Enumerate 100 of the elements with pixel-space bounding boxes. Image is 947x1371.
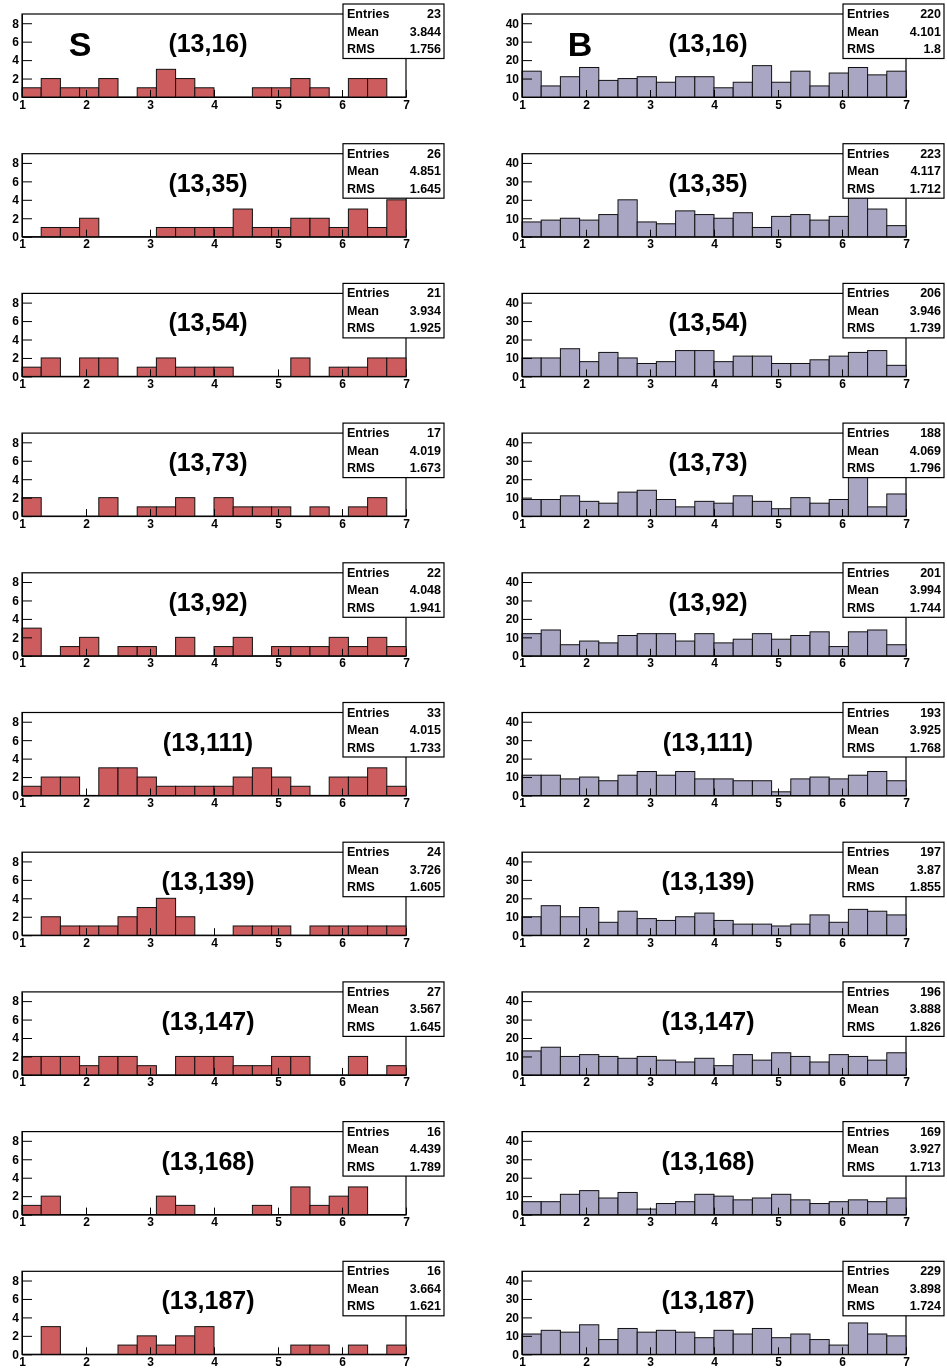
x-tick-label: 3	[147, 935, 155, 950]
text: Entries 201	[847, 565, 941, 580]
x-tick-label: 6	[339, 237, 347, 252]
text: Mean 4.101	[847, 24, 941, 39]
y-tick-label: 2	[12, 71, 20, 86]
x-tick-label: 5	[775, 237, 783, 252]
text: (13,111)	[162, 727, 254, 756]
x-tick-label: 1	[19, 376, 27, 391]
text: Mean 3.925	[847, 723, 941, 737]
x-tick-label: 3	[647, 97, 655, 112]
x-tick-label: 3	[647, 516, 655, 531]
y-tick-label: 6	[12, 873, 20, 888]
text: Mean 3.934	[347, 303, 441, 318]
x-tick-label: 2	[83, 1075, 91, 1090]
text: Mean 4.851	[347, 164, 441, 179]
y-tick-label: 40	[505, 854, 520, 869]
x-tick-label: 7	[403, 1075, 411, 1090]
x-tick-label: 5	[275, 1354, 283, 1369]
x-tick-label: 2	[83, 97, 91, 112]
x-tick-label: 7	[903, 237, 911, 252]
x-tick-label: 6	[839, 656, 847, 671]
x-tick-label: 4	[711, 237, 719, 252]
y-tick-label: 6	[12, 454, 20, 469]
text: Entries 223	[847, 146, 941, 161]
y-tick-label: 2	[12, 630, 20, 645]
y-tick-label: 20	[505, 193, 520, 208]
x-tick-label: 4	[711, 656, 719, 671]
text: Entries 206	[847, 286, 941, 301]
x-tick-label: 1	[19, 237, 27, 252]
x-tick-label: 5	[275, 516, 283, 531]
x-tick-label: 3	[647, 1354, 655, 1369]
y-tick-label: 8	[12, 295, 20, 310]
x-tick-label: 6	[839, 237, 847, 252]
y-tick-label: 30	[505, 314, 520, 329]
x-tick-label: 3	[147, 796, 155, 811]
text: RMS 1.925	[347, 321, 441, 336]
x-tick-label: 1	[19, 656, 27, 671]
x-tick-label: 5	[275, 237, 283, 252]
y-tick-label: 40	[505, 994, 520, 1009]
y-tick-label: 2	[12, 1049, 20, 1064]
y-tick-label: 8	[12, 994, 20, 1009]
x-tick-label: 6	[839, 935, 847, 950]
x-tick-label: 4	[711, 1215, 719, 1230]
text: RMS 1.645	[347, 1019, 441, 1034]
x-tick-label: 5	[775, 516, 783, 531]
x-tick-label: 3	[647, 376, 655, 391]
text: (13,92)	[668, 587, 748, 616]
y-tick-label: 2	[12, 351, 20, 366]
text: (13,147)	[661, 1006, 755, 1035]
text: Entries 17	[347, 426, 441, 441]
x-tick-label: 3	[147, 656, 155, 671]
x-tick-label: 2	[83, 1354, 91, 1369]
text: Entries 193	[847, 705, 941, 720]
y-tick-label: 40	[505, 295, 520, 310]
text: Mean 3.567	[347, 1002, 441, 1017]
text: Entries 220	[847, 7, 941, 21]
y-tick-label: 30	[505, 1012, 520, 1027]
x-tick-label: 7	[403, 237, 411, 252]
y-tick-label: 8	[12, 715, 20, 730]
x-tick-label: 4	[211, 516, 219, 531]
x-tick-label: 1	[19, 935, 27, 950]
x-tick-label: 5	[275, 97, 283, 112]
text: Entries 22	[347, 565, 441, 580]
x-tick-label: 6	[839, 516, 847, 531]
x-tick-label: 5	[275, 376, 283, 391]
x-tick-label: 5	[275, 796, 283, 811]
x-tick-label: 1	[519, 1075, 527, 1090]
y-tick-label: 2	[12, 1329, 20, 1344]
y-tick-label: 6	[12, 174, 20, 189]
text: RMS 1.645	[347, 181, 441, 196]
x-tick-label: 2	[583, 1215, 591, 1230]
x-tick-label: 7	[403, 516, 411, 531]
x-tick-label: 7	[403, 1354, 411, 1369]
x-tick-label: 3	[147, 1215, 155, 1230]
text: Entries 196	[847, 984, 941, 999]
x-tick-label: 4	[211, 376, 219, 391]
x-tick-label: 7	[903, 97, 911, 112]
x-tick-label: 6	[839, 796, 847, 811]
y-tick-label: 10	[505, 910, 520, 925]
x-tick-label: 6	[339, 97, 347, 112]
x-tick-label: 6	[339, 935, 347, 950]
y-tick-label: 4	[12, 53, 20, 68]
text: Mean 3.994	[847, 583, 941, 598]
x-tick-label: 5	[775, 796, 783, 811]
text: (13,168)	[161, 1146, 255, 1175]
text: (13,16)	[668, 29, 748, 57]
x-tick-label: 3	[647, 1075, 655, 1090]
x-tick-label: 2	[583, 935, 591, 950]
y-tick-label: 20	[505, 1171, 520, 1186]
y-tick-label: 30	[505, 1292, 520, 1307]
x-tick-label: 1	[519, 516, 527, 531]
y-tick-label: 20	[505, 332, 520, 347]
x-tick-label: 2	[83, 656, 91, 671]
x-tick-label: 5	[275, 1215, 283, 1230]
x-tick-label: 3	[647, 796, 655, 811]
x-tick-label: 3	[147, 237, 155, 252]
chart-subtitle: S	[68, 25, 92, 63]
y-tick-label: 4	[12, 472, 20, 487]
x-tick-label: 4	[711, 97, 719, 112]
y-tick-label: 4	[12, 751, 20, 766]
